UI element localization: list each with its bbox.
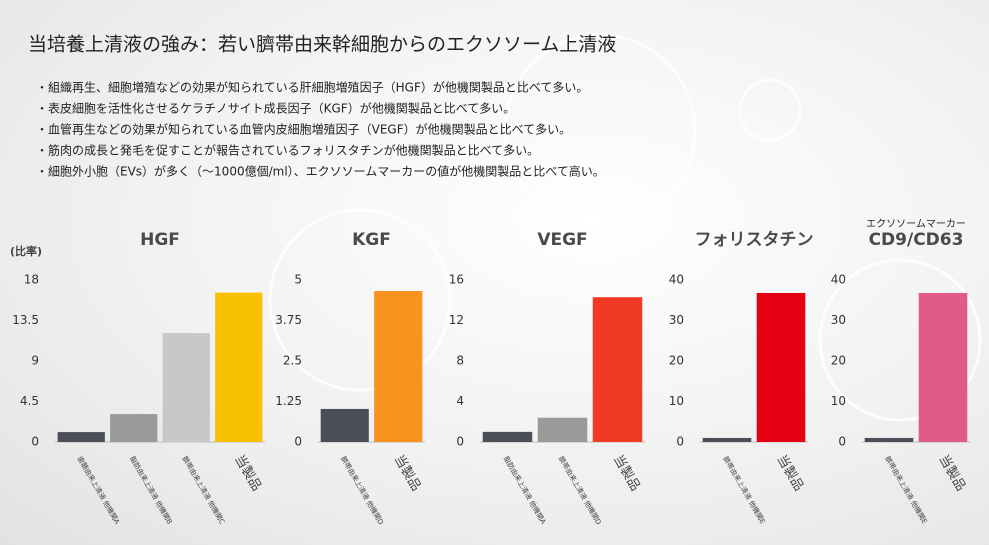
- x-tick-label: 臍帯由来上清液 他機関D: [557, 455, 604, 527]
- y-axis-label: (比率): [10, 244, 42, 258]
- y-tick-label: 40: [831, 273, 846, 287]
- x-tick-label: 当製品: [774, 453, 806, 494]
- x-tick-label: 臍帯由来上清液 他機関E: [721, 455, 767, 526]
- bar: [482, 431, 533, 442]
- x-tick-label: 当製品: [231, 453, 263, 494]
- x-tick-label: 歯髄由来上清液 他機関A: [76, 455, 122, 526]
- y-tick-label: 0: [456, 435, 464, 449]
- chart-title: フォリスタチン: [695, 230, 814, 250]
- bar: [162, 333, 210, 442]
- x-tick-label: 臍帯由来上清液 他機関E: [883, 455, 929, 526]
- bubble: [738, 78, 802, 142]
- y-tick-label: 30: [831, 313, 846, 327]
- y-tick-label: 8: [456, 354, 464, 368]
- y-tick-label: 9: [31, 354, 39, 368]
- bullet: ・表皮細胞を活性化させるケラチノサイト成長因子（KGF）が他機関製品と比べて多い…: [36, 101, 515, 116]
- bullet: ・細胞外小胞（EVs）が多く（～1000億個/ml）、エクソソームマーカーの値が…: [36, 164, 605, 179]
- x-tick-label: 脂肪由来上清液 他機関B: [128, 455, 174, 526]
- y-tick-label: 12: [449, 313, 464, 327]
- bar: [918, 292, 968, 442]
- bubbles: [268, 33, 982, 422]
- y-tick-label: 3.75: [275, 313, 302, 327]
- y-tick-label: 4: [456, 394, 464, 408]
- bubble: [503, 33, 697, 227]
- x-tick-label: 臍帯由来上清液 他機関D: [339, 455, 386, 527]
- bar: [57, 432, 105, 442]
- bullet: ・血管再生などの効果が知られている血管内皮細胞増殖因子（VEGF）が他機関製品と…: [36, 122, 571, 137]
- bar: [537, 417, 588, 442]
- bubble: [818, 258, 982, 422]
- chart-subtitle: エクソソームマーカー: [866, 218, 966, 230]
- y-tick-label: 18: [24, 273, 39, 287]
- x-tick-label: 当製品: [391, 453, 423, 494]
- x-tick-label: 脂肪由来上清液 他機関A: [502, 455, 548, 526]
- bullet: ・組織再生、細胞増殖などの効果が知られている肝細胞増殖因子（HGF）が他機関製品…: [36, 80, 588, 95]
- y-tick-label: 0: [31, 435, 39, 449]
- y-tick-label: 16: [449, 273, 464, 287]
- x-tick-label: 臍帯由来上清液 他機関C: [181, 455, 227, 526]
- bubble: [268, 208, 452, 392]
- chart-title: CD9/CD63: [869, 230, 964, 250]
- bar: [215, 292, 263, 442]
- bullet: ・筋肉の成長と発毛を促すことが報告されているフォリスタチンが他機関製品と比べて多…: [36, 143, 539, 158]
- y-tick-label: 20: [831, 354, 846, 368]
- y-tick-label: 0: [676, 435, 684, 449]
- bar: [864, 437, 914, 442]
- bar: [756, 292, 806, 442]
- bar: [702, 437, 752, 442]
- y-tick-label: 13.5: [12, 313, 39, 327]
- chart-title: KGF: [352, 230, 391, 250]
- chart-title: HGF: [140, 230, 180, 250]
- bar: [374, 291, 423, 442]
- y-tick-label: 30: [669, 313, 684, 327]
- y-tick-label: 2.5: [283, 354, 302, 368]
- y-tick-label: 20: [669, 354, 684, 368]
- bar: [592, 297, 643, 442]
- y-tick-label: 1.25: [275, 394, 302, 408]
- x-tick-label: 当製品: [936, 453, 968, 494]
- slide-title: 当培養上清液の強み：若い臍帯由来幹細胞からのエクソソーム上清液: [28, 34, 616, 56]
- y-tick-label: 10: [831, 394, 846, 408]
- bar: [110, 414, 158, 442]
- y-tick-label: 40: [669, 273, 684, 287]
- y-tick-label: 0: [294, 435, 302, 449]
- x-tick-label: 当製品: [610, 453, 642, 494]
- y-tick-label: 10: [669, 394, 684, 408]
- bar: [320, 408, 369, 442]
- y-tick-label: 4.5: [20, 394, 39, 408]
- y-tick-label: 5: [294, 273, 302, 287]
- y-tick-label: 0: [838, 435, 846, 449]
- chart-title: VEGF: [537, 230, 587, 250]
